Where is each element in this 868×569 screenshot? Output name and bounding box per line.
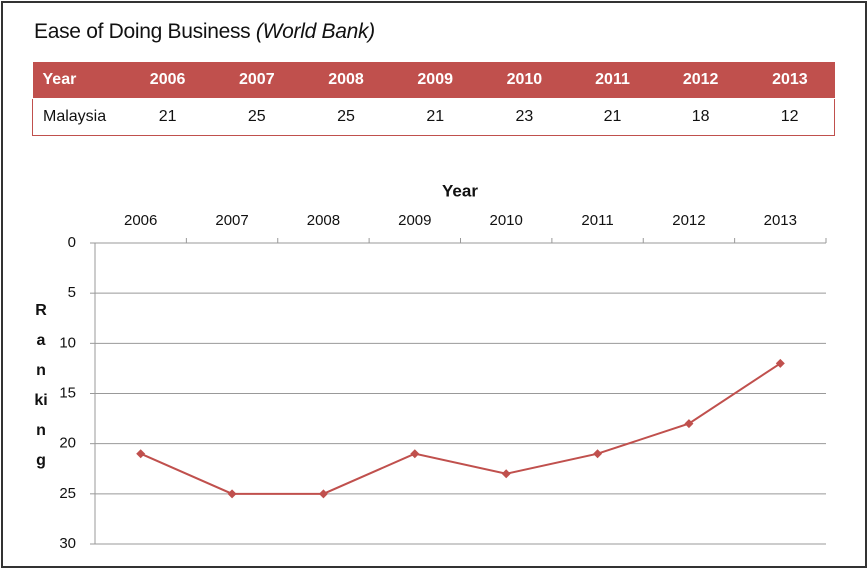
table-cell: 2008 — [301, 62, 391, 99]
table-cell: 2012 — [656, 62, 746, 99]
table-cell: 21 — [123, 98, 213, 136]
table-cell: 21 — [569, 98, 657, 136]
table-row: Year 2006 2007 2008 2009 2010 2011 2012 2013 — [32, 62, 835, 99]
table-cell: 2013 — [745, 62, 835, 99]
point-marker — [593, 449, 603, 459]
table-cell: 23 — [479, 98, 570, 136]
y-tick-label: 0 — [68, 234, 76, 251]
y-tick-label: 10 — [59, 334, 76, 351]
y-tick-label: 15 — [59, 384, 76, 401]
data-table: Year 2006 2007 2008 2009 2010 2011 2012 2013 Mala… — [32, 62, 836, 136]
x-tick-label: 2008 — [307, 212, 340, 229]
x-tick-label: 2007 — [215, 212, 248, 229]
x-axis-label: Year — [442, 181, 478, 200]
point-marker — [227, 489, 237, 499]
table-cell: 25 — [301, 98, 391, 136]
table-cell: 2007 — [212, 62, 302, 99]
table-cell: 25 — [212, 98, 302, 136]
point-marker — [318, 489, 328, 499]
point-marker — [410, 449, 420, 459]
line-series — [140, 362, 781, 495]
y-tick-label: 5 — [68, 284, 76, 301]
table-cell: Malaysia — [32, 98, 123, 136]
point-marker — [501, 469, 511, 479]
x-tick-label: 2006 — [124, 212, 157, 229]
y-tick-label: 25 — [59, 485, 76, 502]
table-cell: 12 — [745, 98, 836, 136]
point-marker — [136, 449, 146, 459]
x-tick-label: 2009 — [398, 212, 431, 229]
point-marker — [684, 419, 694, 429]
point-marker — [775, 358, 785, 368]
y-tick-label: 30 — [59, 535, 76, 552]
table-cell: 2006 — [123, 62, 213, 99]
x-tick-label: 2011 — [581, 212, 613, 229]
title-block: Ease of Doing Business (World Bank) — [34, 20, 375, 44]
table-cell: 2010 — [479, 62, 570, 99]
table-row: Malaysia 21 25 25 21 23 21 18 12 — [32, 98, 836, 136]
x-tick-label: 2010 — [490, 212, 523, 229]
x-tick-label: 2012 — [672, 212, 705, 229]
table-cell: 2009 — [390, 62, 480, 99]
y-tick-label: 20 — [59, 435, 76, 452]
table-cell: Year — [32, 62, 123, 99]
title: Ease of Doing Business — [34, 20, 251, 43]
y-axis-label: Ranking — [34, 302, 48, 469]
table-cell: 21 — [390, 98, 480, 136]
table-cell: 18 — [656, 98, 746, 136]
table-cell: 2011 — [569, 62, 657, 99]
x-tick-label: 2013 — [764, 212, 797, 229]
title-note: (World Bank) — [255, 20, 375, 43]
